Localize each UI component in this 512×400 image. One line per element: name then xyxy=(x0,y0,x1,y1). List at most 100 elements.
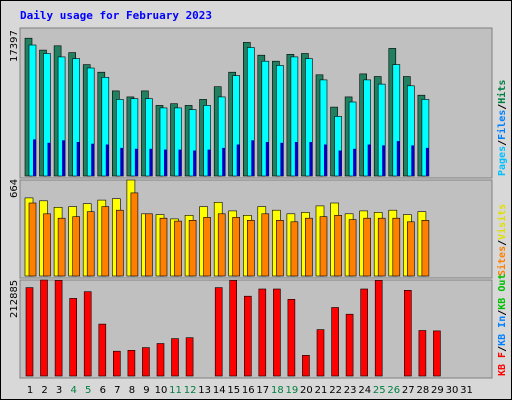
legend-kbin: KB In xyxy=(497,316,508,346)
kbytes-bar-9 xyxy=(142,347,150,377)
day-tick-10: 10 xyxy=(155,385,168,396)
kbytes-bar-29 xyxy=(433,330,441,377)
pages-bar-23 xyxy=(353,148,357,176)
kbytes-bar-20 xyxy=(302,354,310,377)
files-bar-13 xyxy=(203,105,211,177)
day-tick-11: 11 xyxy=(169,385,182,396)
sites-bar-13 xyxy=(203,217,211,277)
legend-sites: Sites xyxy=(496,246,508,276)
kbytes-bar-24 xyxy=(360,288,369,377)
files-bar-14 xyxy=(217,96,226,177)
sites-bar-10 xyxy=(159,217,168,277)
middle-panel-legend: Sites/Visits xyxy=(496,204,508,276)
sites-bar-17 xyxy=(261,213,270,277)
sites-bar-1 xyxy=(28,202,37,277)
files-bar-4 xyxy=(72,58,80,177)
kbytes-bar-5 xyxy=(83,291,92,377)
files-bar-5 xyxy=(86,67,95,177)
legend-visits: Visits xyxy=(496,204,508,240)
files-bar-10 xyxy=(159,107,168,177)
files-bar-22 xyxy=(334,116,342,177)
legend-sep-2: / xyxy=(497,104,508,110)
sites-bar-3 xyxy=(57,217,66,277)
files-bar-3 xyxy=(57,56,66,177)
kbytes-bar-10 xyxy=(156,343,165,377)
sites-bar-2 xyxy=(43,213,51,277)
pages-bar-16 xyxy=(251,140,255,176)
legend-pages: Pages xyxy=(497,146,508,176)
kbytes-bar-11 xyxy=(171,338,179,377)
pages-bar-14 xyxy=(222,147,226,176)
kbytes-bar-19 xyxy=(287,298,296,377)
pages-bar-22 xyxy=(338,150,342,176)
bars-layer xyxy=(24,37,441,377)
day-tick-31: 31 xyxy=(460,385,473,396)
files-bar-19 xyxy=(290,56,299,177)
sites-bar-4 xyxy=(72,216,80,277)
legend-sep-3: / xyxy=(497,240,508,246)
kbytes-bar-16 xyxy=(244,295,252,377)
day-tick-16: 16 xyxy=(242,385,255,396)
sites-bar-16 xyxy=(247,220,255,277)
day-tick-29: 29 xyxy=(431,385,444,396)
sites-bar-25 xyxy=(377,217,386,277)
kbytes-bar-28 xyxy=(418,330,427,377)
kbytes-bar-8 xyxy=(127,349,136,377)
sites-bar-20 xyxy=(305,217,313,277)
day-tick-7: 7 xyxy=(114,385,120,396)
files-bar-12 xyxy=(188,109,197,177)
legend-sep-1: / xyxy=(497,140,508,146)
pages-bar-13 xyxy=(207,149,211,176)
kbytes-bar-27 xyxy=(403,289,412,377)
pages-bar-24 xyxy=(367,144,371,176)
legend-sep-5: / xyxy=(497,310,508,316)
day-tick-22: 22 xyxy=(329,385,342,396)
day-tick-1: 1 xyxy=(27,385,33,396)
middle-panel-max-label: 664 xyxy=(9,179,20,198)
files-bar-24 xyxy=(363,79,372,177)
day-tick-2: 2 xyxy=(41,385,47,396)
pages-bar-9 xyxy=(149,148,153,176)
sites-bar-15 xyxy=(232,217,240,277)
pages-bar-28 xyxy=(425,147,429,176)
day-tick-30: 30 xyxy=(446,385,459,396)
day-tick-13: 13 xyxy=(198,385,211,396)
chart-title: Daily usage for February 2023 xyxy=(20,9,212,22)
kbytes-bar-1 xyxy=(25,287,34,377)
day-tick-5: 5 xyxy=(85,385,91,396)
day-tick-24: 24 xyxy=(358,385,371,396)
sites-bar-6 xyxy=(101,206,110,277)
files-bar-17 xyxy=(261,60,270,177)
files-bar-9 xyxy=(145,98,153,177)
kbytes-bar-18 xyxy=(273,288,281,377)
files-bar-20 xyxy=(305,58,313,177)
day-tick-9: 9 xyxy=(143,385,149,396)
pages-bar-3 xyxy=(62,140,66,176)
legend-kbf: KB F xyxy=(497,352,508,376)
day-tick-14: 14 xyxy=(213,385,226,396)
sites-bar-24 xyxy=(363,217,372,277)
files-bar-23 xyxy=(348,101,357,177)
sites-bar-18 xyxy=(276,220,284,277)
pages-bar-5 xyxy=(91,143,95,176)
pages-bar-25 xyxy=(382,145,386,176)
bottom-panel-max-label: 212885 xyxy=(9,280,20,318)
sites-bar-7 xyxy=(116,209,124,277)
day-tick-6: 6 xyxy=(100,385,106,396)
files-bar-21 xyxy=(319,79,328,177)
day-tick-27: 27 xyxy=(402,385,415,396)
top-panel-legend: Pages/Files/Hits xyxy=(496,80,508,176)
files-bar-1 xyxy=(28,44,37,177)
day-tick-12: 12 xyxy=(184,385,197,396)
x-ticks: 1 2 3 4 5 6 7 8 9 10 11 12 13 14 15 16 17 18 19 20 21 22 23 24 2… xyxy=(27,385,473,396)
sites-bar-8 xyxy=(130,192,139,277)
day-tick-20: 20 xyxy=(300,385,313,396)
day-tick-19: 19 xyxy=(286,385,299,396)
day-tick-4: 4 xyxy=(71,385,77,396)
pages-bar-8 xyxy=(134,148,138,176)
files-bar-15 xyxy=(232,75,240,177)
day-tick-21: 21 xyxy=(315,385,328,396)
files-bar-25 xyxy=(377,83,386,177)
